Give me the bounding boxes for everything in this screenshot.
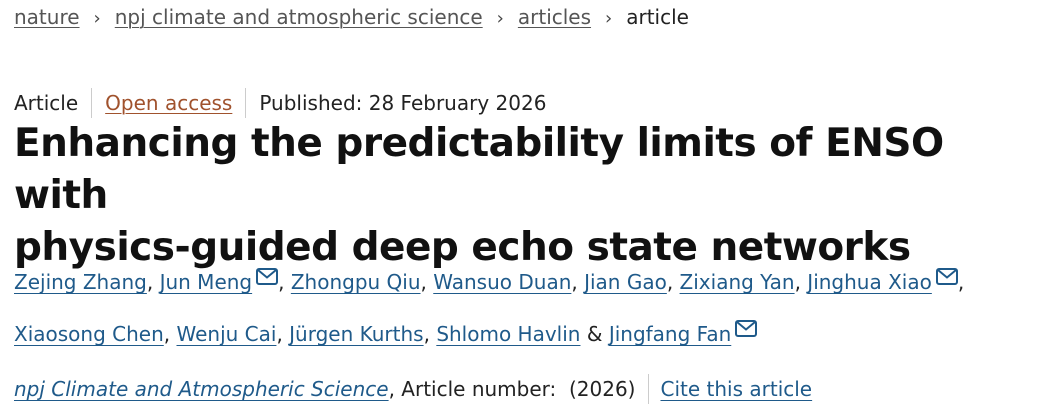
author-separator: , [571, 270, 578, 294]
author-link[interactable]: Jinghua Xiao [807, 270, 932, 294]
article-number: , Article number: (2026) [388, 377, 636, 401]
author-separator: , [278, 270, 285, 294]
author-list: Zejing Zhang, Jun Meng, Zhongpu Qiu, Wan… [14, 254, 1024, 358]
author-link[interactable]: Zejing Zhang [14, 270, 147, 294]
title-line-1: Enhancing the predictability limits of E… [14, 121, 944, 218]
author-link[interactable]: Jun Meng [159, 270, 253, 294]
author-link[interactable]: Wenju Cai [176, 322, 277, 346]
title-line-2: physics-guided deep echo state networks [14, 225, 911, 270]
chevron-right-icon: › [496, 8, 504, 29]
breadcrumb-nature[interactable]: nature [14, 5, 80, 29]
meta-divider [245, 88, 247, 118]
envelope-icon[interactable] [735, 306, 758, 354]
published-date: Published: 28 February 2026 [259, 91, 547, 115]
chevron-right-icon: › [605, 8, 613, 29]
author-link[interactable]: Wansuo Duan [433, 270, 572, 294]
article-title: Enhancing the predictability limits of E… [14, 118, 1024, 274]
chevron-right-icon: › [93, 8, 101, 29]
journal-divider [647, 374, 649, 404]
meta-divider [91, 88, 93, 118]
author-separator: , [163, 322, 171, 346]
journal-info: npj Climate and Atmospheric Science , Ar… [14, 374, 812, 404]
author-separator: & [586, 322, 603, 346]
breadcrumb-journal[interactable]: npj climate and atmospheric science [114, 5, 483, 29]
journal-link[interactable]: npj Climate and Atmospheric Science [14, 377, 389, 401]
author-link[interactable]: Zixiang Yan [679, 270, 795, 294]
author-separator: , [146, 270, 154, 294]
author-link[interactable]: Shlomo Havlin [436, 322, 581, 346]
author-link[interactable]: Xiaosong Chen [14, 322, 164, 346]
author-link[interactable]: Jingfang Fan [608, 322, 732, 346]
breadcrumb: nature › npj climate and atmospheric scien… [14, 5, 689, 31]
envelope-icon[interactable] [935, 254, 958, 302]
envelope-icon[interactable] [256, 254, 279, 302]
author-link[interactable]: Zhongpu Qiu [290, 270, 421, 294]
author-separator: , [420, 270, 427, 294]
article-type: Article [14, 91, 79, 115]
author-separator: , [794, 270, 801, 294]
author-separator: , [276, 322, 283, 346]
author-link[interactable]: Jian Gao [584, 270, 667, 294]
author-separator: , [666, 270, 674, 294]
author-separator: , [423, 322, 430, 346]
author-link[interactable]: Jürgen Kurths [289, 322, 424, 346]
author-separator: , [957, 270, 965, 294]
breadcrumb-articles[interactable]: articles [517, 5, 592, 29]
cite-article-link[interactable]: Cite this article [660, 377, 813, 401]
open-access-link[interactable]: Open access [105, 91, 233, 115]
breadcrumb-current: article [626, 5, 689, 29]
article-meta: Article Open access Published: 28 Februa… [14, 88, 546, 118]
